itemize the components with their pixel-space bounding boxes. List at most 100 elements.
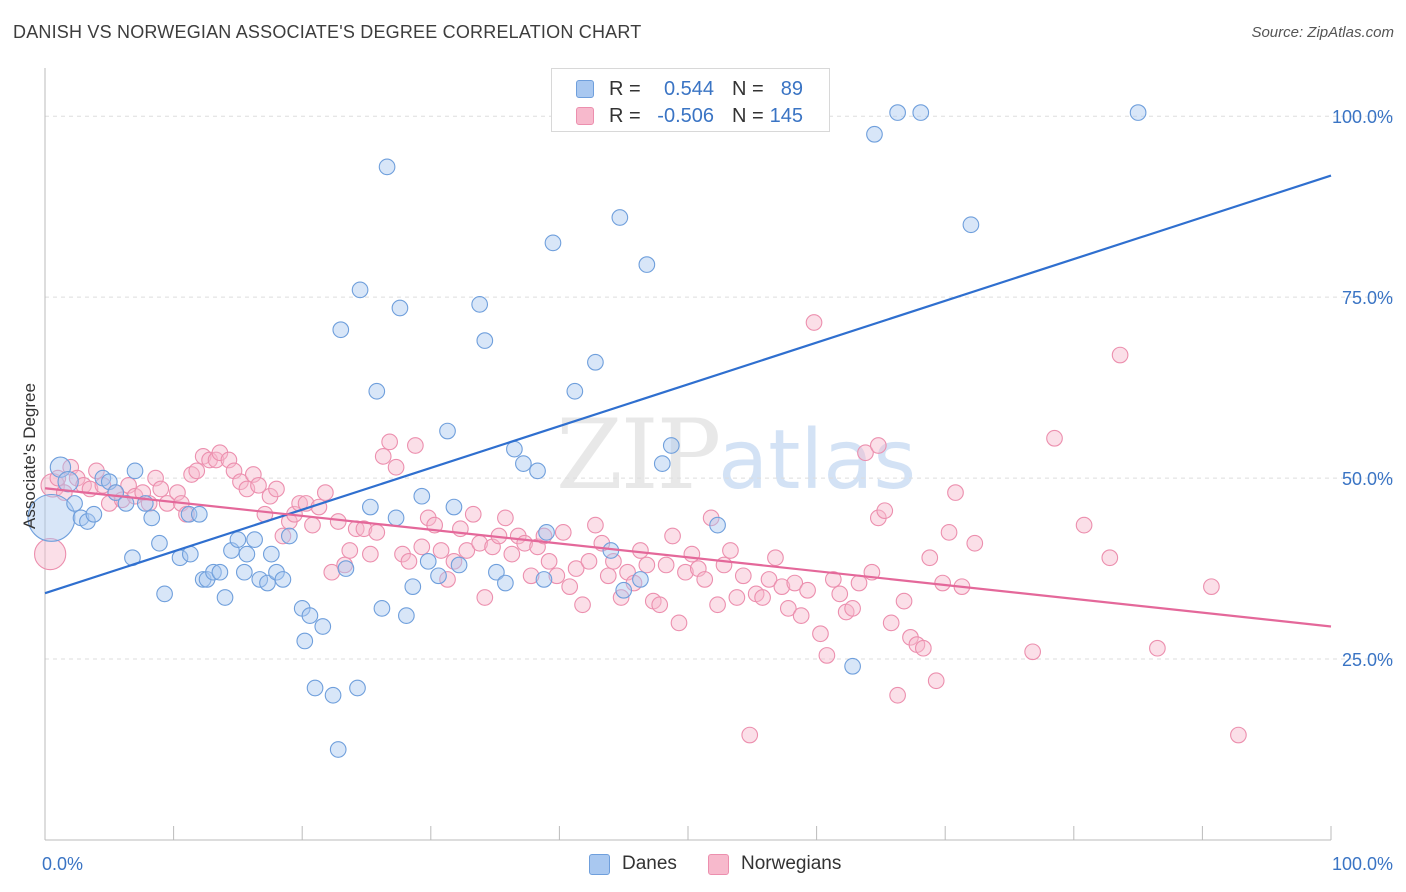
danes-point: [143, 509, 161, 527]
norwegians-swatch: [576, 107, 594, 125]
danes-point: [709, 516, 726, 534]
danes-point: [156, 585, 173, 603]
norwegians-point: [850, 574, 868, 592]
danes-legend-swatch: [589, 854, 610, 875]
norwegians-point: [400, 552, 418, 570]
danes-point: [638, 256, 656, 273]
norwegians-point: [670, 614, 688, 632]
danes-point: [662, 437, 680, 454]
danes-point: [332, 321, 350, 339]
norwegians-point: [857, 444, 874, 462]
norwegians-point: [677, 563, 694, 581]
norwegians-point: [1024, 643, 1041, 661]
danes-point: [535, 571, 553, 588]
norwegians-point: [722, 542, 739, 559]
norwegians-point: [439, 571, 456, 588]
danes-point: [324, 686, 342, 704]
norwegians-point: [362, 545, 379, 563]
norwegians-point: [522, 567, 540, 585]
norwegians-point: [741, 726, 759, 744]
norwegians-point: [657, 556, 675, 574]
watermark: ZIP atlas: [556, 399, 916, 511]
danes-point: [653, 455, 671, 472]
norwegians-point: [889, 686, 906, 704]
norwegians-point: [169, 484, 186, 501]
norwegians-point: [158, 495, 176, 512]
watermark-zip: ZIP: [556, 399, 719, 511]
danes-point: [280, 527, 298, 545]
danes-point: [488, 563, 505, 581]
norwegians-point: [632, 542, 649, 559]
danes-point: [329, 741, 347, 758]
danes-point: [262, 545, 280, 563]
r-value: -0.506: [657, 105, 714, 127]
danes-point: [85, 505, 103, 523]
norwegians-point: [1111, 346, 1129, 364]
norwegians-point: [709, 596, 726, 614]
danes-point: [450, 556, 468, 574]
y-tick-label: 75.0%: [1342, 288, 1393, 308]
danes-point: [515, 455, 532, 472]
danes-point: [126, 462, 144, 480]
norwegians-point: [683, 545, 701, 563]
norwegians-point: [1046, 429, 1063, 447]
norwegians-point: [250, 476, 267, 494]
norwegians-point: [805, 314, 823, 331]
norwegians-point: [540, 552, 558, 570]
danes-point: [246, 531, 263, 548]
danes-point: [413, 487, 431, 505]
norwegians-point: [497, 509, 514, 527]
x-tick-label: 0.0%: [42, 854, 83, 874]
norwegians-point: [799, 581, 816, 599]
norwegians-points: [33, 314, 1247, 744]
norwegians-point: [966, 534, 984, 552]
danes-point: [151, 534, 168, 552]
danes-point: [889, 104, 906, 121]
n-value: 145: [769, 105, 803, 127]
danes-point: [259, 574, 276, 592]
danes-point: [301, 607, 319, 624]
trend-lines: [44, 174, 1332, 628]
danes-point: [962, 216, 980, 234]
norwegians-point: [1101, 549, 1119, 567]
danes-point: [205, 563, 222, 581]
danes-point: [27, 493, 76, 542]
n-label: N =: [732, 78, 764, 100]
danes-point: [251, 571, 269, 588]
norwegians-point: [387, 458, 405, 476]
norwegians-point: [381, 433, 398, 451]
norwegians-point: [458, 542, 476, 559]
chart-title: DANISH VS NORWEGIAN ASSOCIATE'S DEGREE C…: [13, 22, 642, 42]
legend-row-danes: R = 0.544 N = 89: [552, 77, 829, 103]
r-label: R =: [609, 105, 641, 127]
axes: [44, 68, 1332, 841]
danes-point: [378, 158, 396, 176]
danes-point: [229, 531, 247, 548]
danes-point: [387, 509, 405, 527]
danes-point: [587, 353, 604, 371]
danes-trend-line: [44, 174, 1332, 595]
norwegians-point: [605, 552, 622, 570]
danes-point: [566, 382, 584, 400]
danes-point: [296, 632, 314, 650]
danes-point: [306, 679, 324, 697]
norwegians-point: [921, 549, 939, 567]
danes-points: [27, 104, 1147, 758]
y-axis-label: Associate's Degree: [20, 383, 39, 529]
norwegians-point: [812, 625, 829, 643]
danes-point: [912, 104, 930, 121]
danes-point: [430, 567, 447, 585]
correlation-legend: R = 0.544 N = 89 R = -0.506 N = 145: [551, 68, 830, 132]
danes-point: [190, 505, 208, 523]
norwegians-point: [464, 505, 482, 523]
norwegians-point: [548, 567, 566, 585]
norwegians-point: [188, 462, 206, 480]
n-value: 89: [780, 78, 803, 100]
norwegians-point: [696, 571, 714, 588]
danes-point: [538, 524, 555, 541]
danes-point: [615, 581, 633, 599]
norwegians-point: [599, 567, 617, 585]
danes-point: [476, 332, 494, 349]
norwegians-point: [1149, 639, 1166, 657]
norwegians-point: [413, 538, 431, 556]
